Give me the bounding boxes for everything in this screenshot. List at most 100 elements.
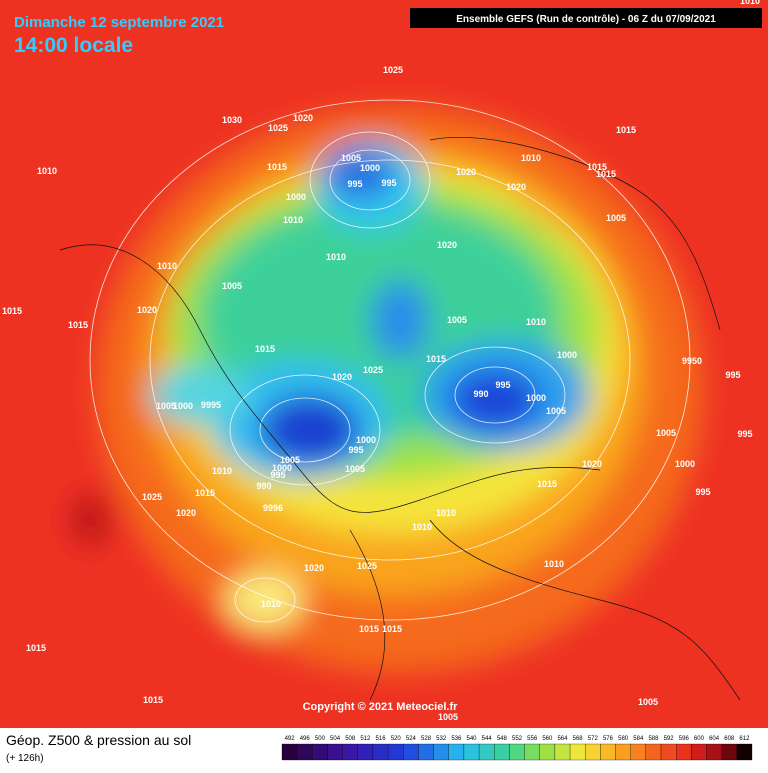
scale-label: 544 [482, 736, 493, 742]
isobar-label: 1000 [286, 192, 306, 202]
scale-swatch [691, 743, 707, 761]
scale-swatch [403, 743, 419, 761]
scale-swatch [297, 743, 313, 761]
isobar-label: 1010 [212, 466, 232, 476]
isobar-label: 1025 [363, 365, 383, 375]
scale-label: 568 [573, 736, 584, 742]
isobar-label: 1000 [557, 350, 577, 360]
isobar-label: 1020 [176, 508, 196, 518]
copyright: Copyright © 2021 Meteociel.fr [303, 701, 459, 713]
isobar-label: 1010 [326, 252, 346, 262]
isobar-label: 1015 [26, 643, 46, 653]
scale-label: 560 [542, 736, 553, 742]
isobar-label: 1005 [345, 464, 365, 474]
scale-swatch [372, 743, 389, 761]
scale-label: 500 [315, 736, 326, 742]
scale-swatch [342, 743, 358, 761]
isobar-label: 1005 [156, 401, 176, 411]
scale-label: 596 [679, 736, 690, 742]
scale-label: 516 [376, 736, 387, 742]
scale-swatch [569, 743, 586, 761]
isobar-label: 1010 [37, 166, 57, 176]
run-info: Ensemble GEFS (Run de contrôle) - 06 Z d… [456, 14, 716, 25]
isobar-label: 1015 [616, 125, 636, 135]
isobar-label: 1010 [261, 599, 281, 609]
isobar-label: 1005 [606, 213, 626, 223]
isobar-label: 1015 [537, 479, 557, 489]
isobars [89, 99, 691, 623]
isobar-label: 9996 [263, 503, 283, 513]
isobar-label: 1015 [195, 488, 215, 498]
scale-swatch [539, 743, 556, 761]
isobar-label: 1015 [426, 354, 446, 364]
scale-swatch [676, 743, 692, 761]
scale-label: 536 [451, 736, 462, 742]
scale-swatch [387, 743, 404, 761]
isobar-label: 1005 [447, 315, 467, 325]
color-scale: 492 496 500 504 508 512 516 520 524 528 532 536 540 5… [281, 736, 753, 761]
isobar-label: 1025 [383, 65, 403, 75]
isobar-label: 1015 [255, 344, 275, 354]
isobar-label: 1025 [268, 123, 288, 133]
isobar-label: 1020 [506, 182, 526, 192]
isobar-label: 1010 [740, 0, 760, 6]
scale-label: 528 [421, 736, 432, 742]
isobar-label: 990 [473, 389, 488, 399]
scale-swatch [706, 743, 722, 761]
isobar-label: 1005 [656, 428, 676, 438]
isobar-label: 1005 [438, 712, 458, 722]
scale-swatch [281, 743, 298, 761]
scale-label: 564 [557, 736, 568, 742]
scale-label: 600 [694, 736, 705, 742]
isobar-label: 1015 [2, 306, 22, 316]
scale-label: 540 [467, 736, 478, 742]
isobar-label: 1010 [436, 508, 456, 518]
isobar-label: 1000 [356, 435, 376, 445]
scale-label: 576 [603, 736, 614, 742]
scale-label: 532 [436, 736, 447, 742]
scale-label: 524 [406, 736, 417, 742]
isobar-label: 995 [270, 470, 285, 480]
isobar-label: 1000 [526, 393, 546, 403]
isobar-label: 995 [381, 178, 396, 188]
isobar-label: 1020 [293, 113, 313, 123]
scale-swatch [600, 743, 616, 761]
isobar-label: 1015 [68, 320, 88, 330]
scale-label: 604 [709, 736, 720, 742]
legend-lead: (+ 126h) [6, 753, 44, 764]
isobar-label: 1010 [526, 317, 546, 327]
isobar-label: 1015 [359, 624, 379, 634]
scale-label: 608 [724, 736, 735, 742]
isobar-label: 1020 [582, 459, 602, 469]
isobar-label: 995 [725, 370, 740, 380]
scale-swatch [418, 743, 434, 761]
run-banner [410, 8, 762, 28]
isobar-label: 995 [695, 487, 710, 497]
local-time: 14:00 locale [14, 34, 133, 57]
scale-label: 552 [512, 736, 523, 742]
scale-swatch [448, 743, 465, 761]
scale-label: 592 [664, 736, 675, 742]
legend-title: Géop. Z500 & pression au sol [6, 732, 191, 748]
isobar-label: 995 [348, 445, 363, 455]
isobar-label: 1005 [638, 697, 658, 707]
isobar-label: 1015 [267, 162, 287, 172]
scale-swatch [494, 743, 510, 761]
isobar-label: 1000 [360, 163, 380, 173]
scale-label: 588 [648, 736, 659, 742]
isobar-label: 1015 [382, 624, 402, 634]
scale-swatch [721, 743, 737, 761]
scale-swatch [585, 743, 601, 761]
isobar-label: 1025 [142, 492, 162, 502]
isobar-label: 1025 [357, 561, 377, 571]
scale-label: 556 [527, 736, 538, 742]
isobar-label: 1020 [456, 167, 476, 177]
scale-swatch [357, 743, 374, 761]
scale-swatch [554, 743, 571, 761]
isobar-label: 1010 [544, 559, 564, 569]
scale-label: 584 [633, 736, 644, 742]
isobar-label: 1005 [280, 455, 300, 465]
